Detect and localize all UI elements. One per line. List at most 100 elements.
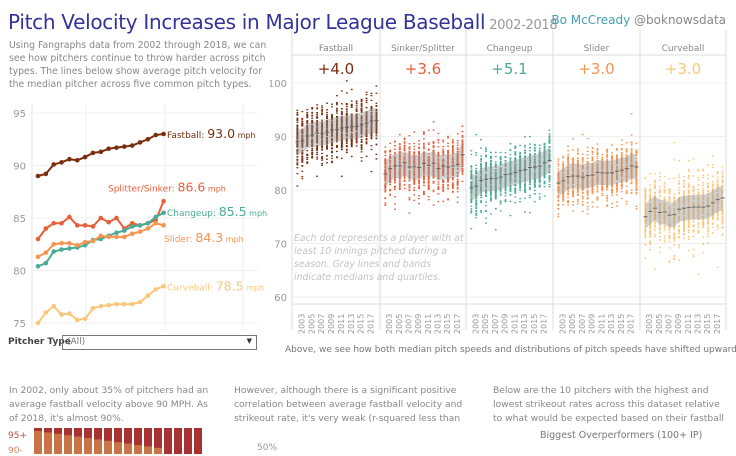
player-dot xyxy=(409,151,411,152)
player-dot xyxy=(606,152,608,153)
player-dot xyxy=(316,156,318,157)
series-label-curveball: Curveball: 78.5 mph xyxy=(167,278,264,293)
point-slider xyxy=(114,235,119,240)
point-changeup xyxy=(51,249,56,254)
player-dot xyxy=(399,152,401,153)
panel-delta-changeup: +5.1 xyxy=(491,60,527,78)
player-dot xyxy=(567,162,569,163)
player-dot xyxy=(480,161,482,162)
player-dot xyxy=(631,180,633,181)
player-dot xyxy=(592,147,594,148)
point-slider xyxy=(75,243,80,248)
player-dot xyxy=(384,188,386,189)
author-name[interactable]: Bo McCready xyxy=(551,13,630,27)
player-dot xyxy=(389,143,391,144)
player-dot xyxy=(490,200,492,201)
player-dot xyxy=(611,190,613,191)
player-dot xyxy=(404,141,406,142)
player-dot xyxy=(572,158,574,159)
player-dot xyxy=(447,152,449,153)
player-dot xyxy=(326,114,328,115)
panel-title-changeup: Changeup xyxy=(487,44,533,54)
player-dot xyxy=(447,184,449,185)
player-dot xyxy=(500,162,502,163)
player-dot xyxy=(316,152,318,153)
x-tick-label: 2013 xyxy=(520,314,529,334)
player-dot xyxy=(485,201,487,202)
player-dot xyxy=(480,197,482,198)
player-dot xyxy=(529,184,531,185)
player-dot xyxy=(577,199,579,200)
player-dot xyxy=(442,201,444,202)
player-dot xyxy=(306,161,308,162)
point-curveball xyxy=(146,293,151,298)
y-tick-label: 70 xyxy=(274,240,287,251)
player-dot xyxy=(524,136,526,137)
player-dot xyxy=(447,136,449,137)
point-changeup xyxy=(114,230,119,235)
player-dot xyxy=(361,101,363,102)
player-dot xyxy=(470,212,472,213)
player-dot xyxy=(399,187,401,188)
player-dot xyxy=(505,152,507,153)
player-dot xyxy=(462,136,464,137)
player-dot xyxy=(524,145,526,146)
player-dot xyxy=(621,152,623,153)
point-fastball xyxy=(146,137,151,142)
player-dot xyxy=(616,201,618,202)
player-dot xyxy=(534,201,536,202)
player-dot xyxy=(557,169,559,170)
player-dot xyxy=(341,111,343,112)
point-changeup xyxy=(153,215,158,220)
player-dot xyxy=(326,109,328,110)
x-tick-label: 2009 xyxy=(327,314,336,334)
player-dot xyxy=(490,152,492,153)
player-dot xyxy=(606,200,608,201)
player-dot xyxy=(606,156,608,157)
player-dot xyxy=(582,134,584,135)
player-dot xyxy=(452,142,454,143)
point-splitter-sinker xyxy=(83,223,88,228)
player-dot xyxy=(562,157,564,158)
player-dot xyxy=(529,212,531,213)
point-fastball xyxy=(153,133,158,138)
player-dot xyxy=(351,104,353,105)
player-dot xyxy=(321,153,323,154)
player-dot xyxy=(495,198,497,199)
player-dot xyxy=(582,158,584,159)
player-dot xyxy=(346,152,348,153)
author-handle[interactable]: @boknowsdata xyxy=(634,13,726,27)
player-dot xyxy=(485,164,487,165)
player-dot xyxy=(311,121,313,122)
player-dot xyxy=(616,194,618,195)
line-fastball xyxy=(38,134,164,176)
player-dot xyxy=(557,200,559,201)
player-dot xyxy=(495,191,497,192)
player-dot xyxy=(351,105,353,106)
player-dot xyxy=(495,229,497,230)
player-dot xyxy=(470,200,472,201)
point-curveball xyxy=(83,317,88,322)
player-dot xyxy=(452,179,454,180)
player-dot xyxy=(404,181,406,182)
player-dot xyxy=(351,156,353,157)
panel-title-sinker-splitter: Sinker/Splitter xyxy=(391,44,455,54)
player-dot xyxy=(505,195,507,196)
player-dot xyxy=(452,182,454,183)
player-dot xyxy=(470,206,472,207)
player-dot xyxy=(475,154,477,155)
player-dot xyxy=(495,152,497,153)
player-dot xyxy=(577,162,579,163)
player-dot xyxy=(475,134,477,135)
player-dot xyxy=(433,177,435,178)
player-dot xyxy=(447,188,449,189)
player-dot xyxy=(557,165,559,166)
point-splitter-sinker xyxy=(161,199,166,204)
player-dot xyxy=(346,140,348,141)
player-dot xyxy=(524,198,526,199)
player-dot xyxy=(480,158,482,159)
player-dot xyxy=(597,143,599,144)
player-dot xyxy=(544,147,546,148)
player-dot xyxy=(636,189,638,190)
player-dot xyxy=(567,194,569,195)
